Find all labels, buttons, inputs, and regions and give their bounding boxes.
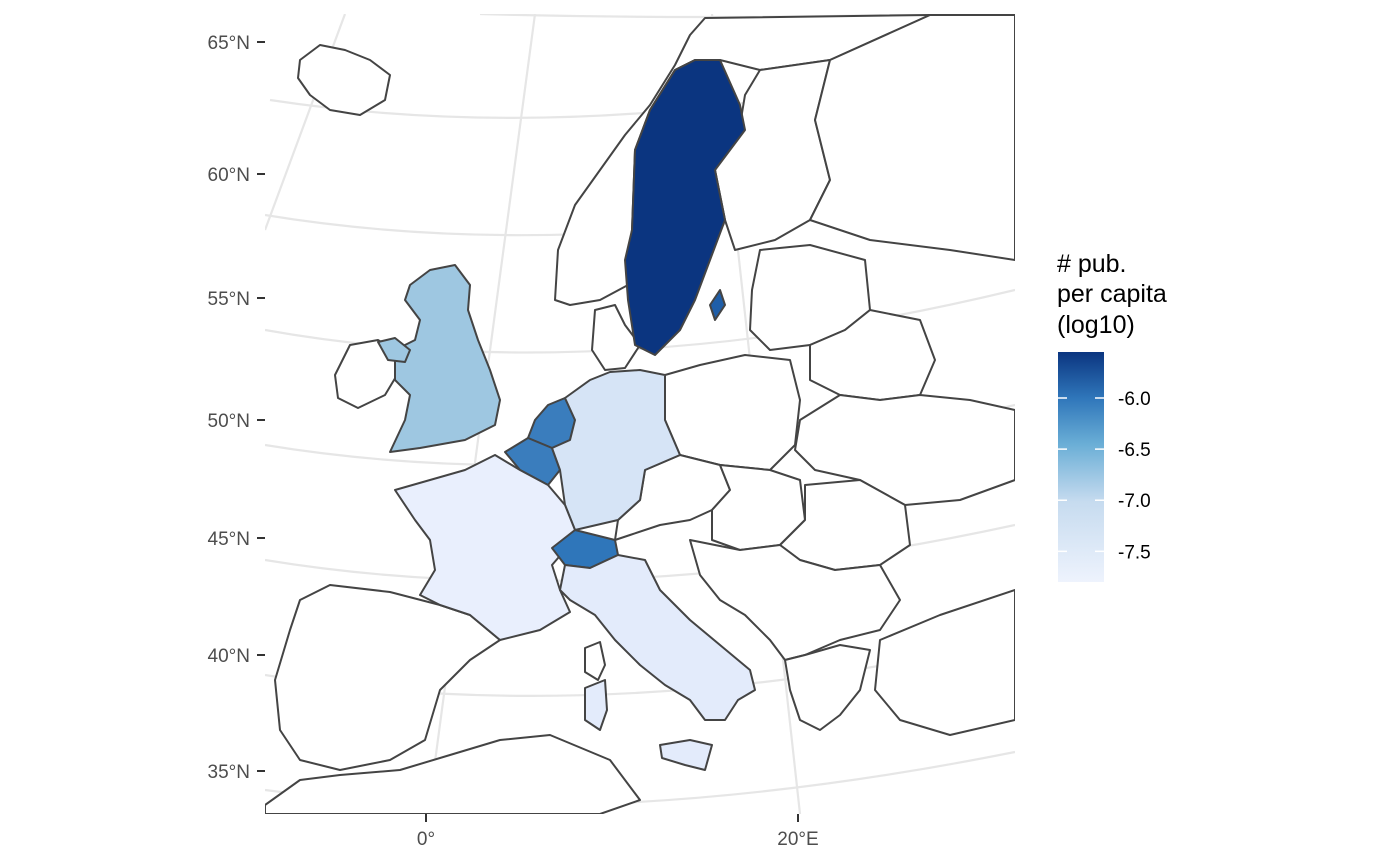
country-belarus <box>809 309 936 401</box>
lat-tick-35: 35°N <box>208 762 265 783</box>
legend: # pub. per capita (log10) -6.0 -6.5 -7.0 -7… <box>1057 250 1167 582</box>
legend-tick-label: -7.5 <box>1118 542 1151 563</box>
countries-uncolored <box>265 14 1015 814</box>
lat-label-60: 60°N <box>208 165 250 186</box>
country-greece <box>784 644 871 731</box>
country-northern-ireland <box>377 337 411 363</box>
lat-label-55: 55°N <box>208 289 250 310</box>
lat-tick-60: 60°N <box>208 165 265 186</box>
country-italy <box>559 554 756 721</box>
country-poland <box>664 354 801 471</box>
country-denmark <box>591 304 641 371</box>
legend-title-line-1: # pub. <box>1057 250 1127 278</box>
country-sardinia-corsica <box>584 641 606 681</box>
lat-axis: 65°N 60°N 55°N 50°N 45°N 40°N 35°N <box>208 33 265 783</box>
country-sicily <box>659 739 713 771</box>
lon-axis: 0° 20°E <box>417 814 819 850</box>
lat-tick-55: 55°N <box>208 289 265 310</box>
country-united-kingdom <box>389 264 501 453</box>
lat-tick-40: 40°N <box>208 646 265 667</box>
country-balkans <box>689 539 901 661</box>
country-gotland <box>709 289 726 321</box>
country-iceland <box>297 44 391 116</box>
legend-title-line-2: per capita <box>1057 280 1167 308</box>
lon-label-0: 0° <box>417 829 435 850</box>
country-ukraine <box>794 394 1015 506</box>
legend-tick-label: -6.5 <box>1118 440 1151 461</box>
country-north-africa <box>265 734 641 814</box>
lat-label-65: 65°N <box>208 33 250 54</box>
legend-tick-label: -6.0 <box>1118 389 1151 410</box>
country-sardinia <box>584 679 608 731</box>
legend-ticks: -6.0 -6.5 -7.0 -7.5 <box>1058 389 1151 563</box>
legend-colorbar <box>1058 352 1104 582</box>
lat-tick-50: 50°N <box>208 411 265 432</box>
lon-label-20e: 20°E <box>777 829 818 850</box>
lat-label-50: 50°N <box>208 411 250 432</box>
country-sweden <box>624 59 746 356</box>
lat-tick-45: 45°N <box>208 529 265 550</box>
lon-tick-20e: 20°E <box>777 814 819 850</box>
lat-label-45: 45°N <box>208 529 250 550</box>
country-spain-portugal <box>274 584 501 771</box>
lat-label-35: 35°N <box>208 762 250 783</box>
country-russia-west <box>809 14 1015 261</box>
country-germany <box>551 369 681 531</box>
country-turkey <box>874 589 1015 736</box>
countries-colored <box>377 59 756 771</box>
legend-title-line-3: (log10) <box>1057 311 1135 339</box>
lat-label-40: 40°N <box>208 646 250 667</box>
legend-tick-label: -7.0 <box>1118 491 1151 512</box>
lat-tick-65: 65°N <box>208 33 265 54</box>
lon-tick-0: 0° <box>417 814 435 850</box>
